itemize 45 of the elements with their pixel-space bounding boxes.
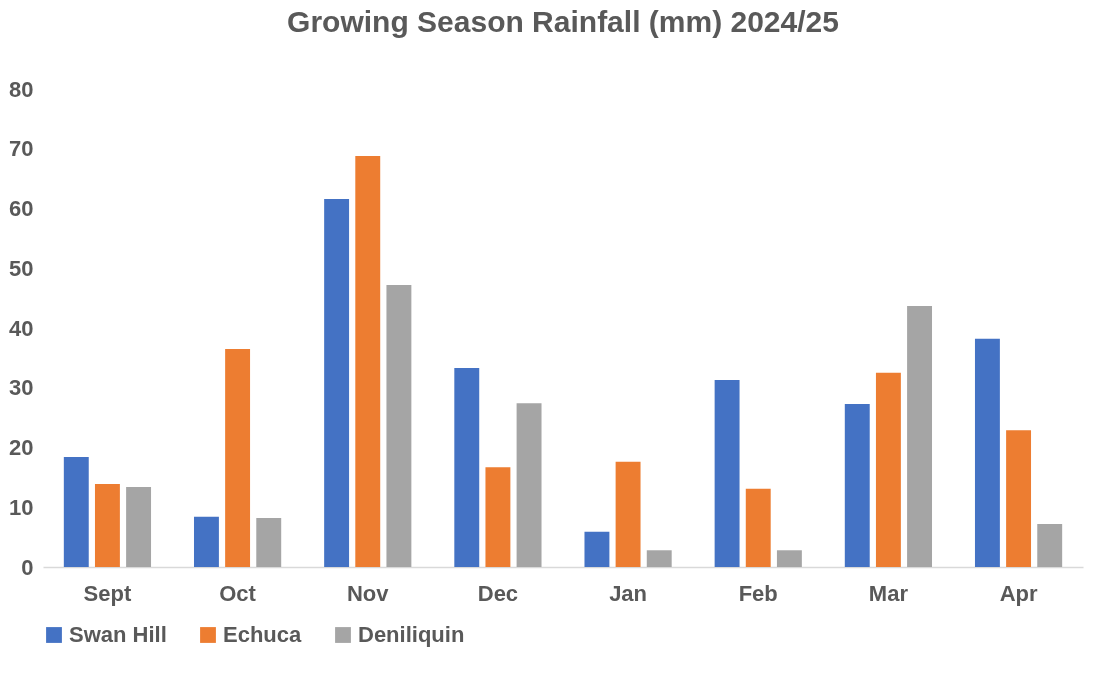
x-tick-label: Jan xyxy=(609,580,648,606)
y-tick-label: 30 xyxy=(9,375,34,401)
bar xyxy=(516,403,542,567)
bar xyxy=(225,348,251,567)
bar xyxy=(844,403,870,567)
y-tick-label: 40 xyxy=(9,315,34,341)
x-tick-label: Feb xyxy=(738,580,778,606)
y-tick-label: 10 xyxy=(9,494,34,520)
chart-title: Growing Season Rainfall (mm) 2024/25 xyxy=(287,5,839,38)
bar xyxy=(386,284,412,567)
bar xyxy=(94,483,120,567)
y-tick-label: 80 xyxy=(9,76,34,102)
bar xyxy=(324,198,350,567)
y-tick-label: 60 xyxy=(9,196,34,221)
bar xyxy=(1037,523,1063,567)
bar xyxy=(776,550,802,567)
x-tick-label: Mar xyxy=(868,580,909,606)
legend-label: Echuca xyxy=(223,622,303,647)
bar xyxy=(485,467,511,567)
x-tick-label: Dec xyxy=(477,580,519,606)
bar xyxy=(907,305,933,567)
bar xyxy=(875,372,901,567)
x-tick-label: Nov xyxy=(346,580,390,606)
bar xyxy=(974,338,1000,567)
legend-label: Swan Hill xyxy=(69,622,167,647)
y-tick-label: 70 xyxy=(9,136,34,162)
bar xyxy=(745,488,771,567)
x-tick-label: Sept xyxy=(83,580,132,606)
bar xyxy=(1006,430,1032,567)
legend-label: Deniliquin xyxy=(358,622,465,647)
bar xyxy=(615,461,641,567)
y-tick-label: 50 xyxy=(9,255,34,281)
x-tick-label: Apr xyxy=(999,580,1038,606)
bar xyxy=(63,457,89,567)
bar xyxy=(193,516,219,567)
bar xyxy=(584,531,610,567)
bar xyxy=(256,518,282,567)
bar xyxy=(646,550,672,567)
y-tick-label: 20 xyxy=(9,435,34,460)
bar xyxy=(355,155,381,567)
bar xyxy=(126,486,152,567)
x-tick-label: Oct xyxy=(219,580,257,606)
bar xyxy=(454,368,480,567)
y-tick-label: 0 xyxy=(21,554,34,580)
bar xyxy=(714,379,740,567)
